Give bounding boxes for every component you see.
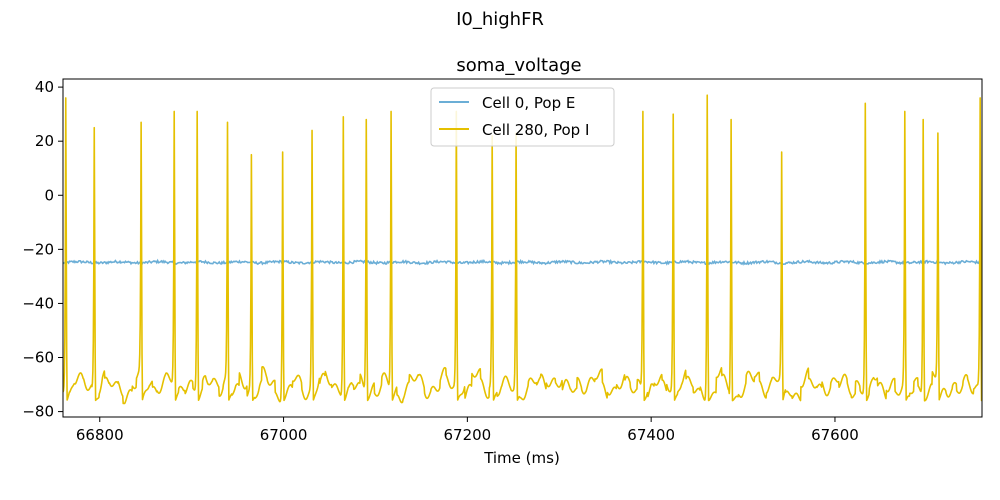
- x-tick-label: 66800: [76, 426, 124, 444]
- legend: Cell 0, Pop E Cell 280, Pop I: [430, 87, 615, 147]
- legend-label-cell-280-pop-i: Cell 280, Pop I: [482, 121, 589, 139]
- plot-frame: [62, 78, 983, 418]
- y-tick-label: 20: [35, 132, 54, 150]
- x-axis: 66800 67000 67200 67400 67600: [76, 417, 859, 444]
- y-tick-label: −60: [22, 349, 54, 367]
- series-line-cell-280-pop-i: [63, 94, 982, 405]
- y-tick-label: −20: [22, 240, 54, 258]
- chart-title: soma_voltage: [456, 55, 581, 76]
- y-tick-label: −40: [22, 294, 54, 312]
- y-tick-label: 40: [35, 78, 54, 96]
- series-line-cell-0-pop-e: [63, 258, 982, 266]
- x-tick-label: 67600: [811, 426, 859, 444]
- y-tick-label: −80: [22, 403, 54, 421]
- x-tick-label: 67000: [260, 426, 308, 444]
- series-layer: [63, 94, 982, 405]
- x-tick-label: 67200: [444, 426, 492, 444]
- x-tick-label: 67400: [627, 426, 675, 444]
- x-axis-label: Time (ms): [483, 449, 560, 467]
- y-axis: −80 −60 −40 −20 0 20 40: [22, 78, 63, 421]
- figure-suptitle: I0_highFR: [456, 9, 544, 30]
- legend-box: [430, 87, 615, 147]
- y-tick-label: 0: [44, 186, 54, 204]
- legend-label-cell-0-pop-e: Cell 0, Pop E: [482, 94, 575, 112]
